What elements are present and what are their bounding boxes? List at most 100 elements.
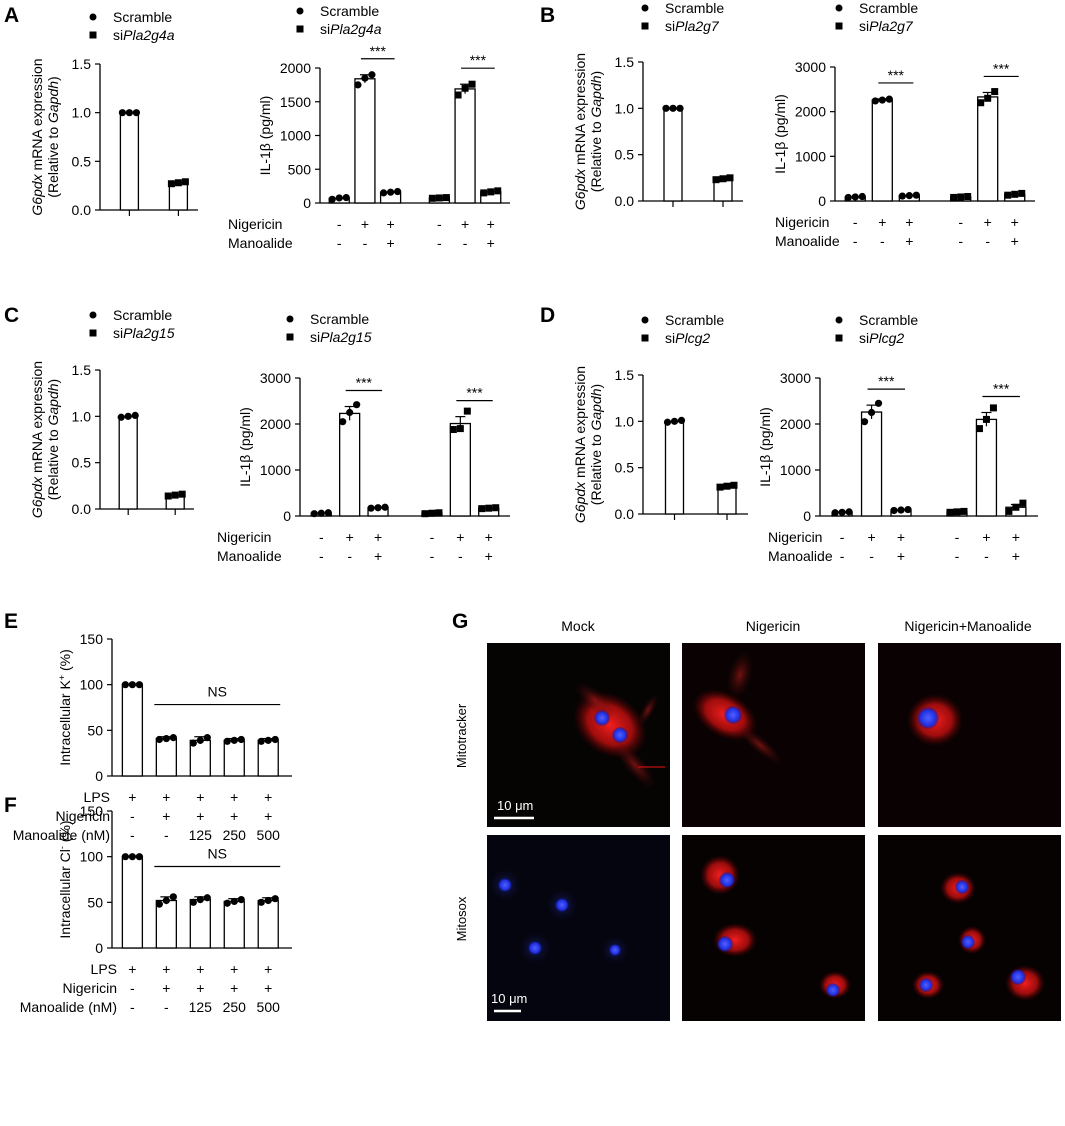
condition-sign: + xyxy=(162,789,170,805)
condition-sign: + xyxy=(162,980,170,996)
y-tick-label: 0.5 xyxy=(72,153,92,169)
y-tick-label: 2000 xyxy=(780,416,811,432)
data-point-circle xyxy=(257,898,265,906)
chart-d-il1b: 0 1000 2000 3000 IL-1β (pg/ml) - - + - + + - - + - + + Ni… xyxy=(757,370,1038,564)
legend-marker-square xyxy=(641,22,649,30)
row-label: Manoalide (nM) xyxy=(13,827,110,843)
micrograph-mitosox-nigericin xyxy=(682,835,865,1021)
data-point-square xyxy=(1019,499,1027,507)
panel-letter-b: B xyxy=(540,4,555,27)
y-tick-label: 1000 xyxy=(795,148,826,164)
data-point-circle xyxy=(257,737,265,745)
y-tick-label: 0 xyxy=(303,195,311,211)
panel-letter-c: C xyxy=(4,304,19,327)
data-point-circle xyxy=(317,509,325,517)
y-axis-label-line2: (Relative to Gapdh) xyxy=(588,384,604,505)
data-point-circle xyxy=(890,506,898,515)
data-point-circle xyxy=(135,853,143,861)
data-point-square xyxy=(468,80,476,88)
data-point-square xyxy=(950,193,958,201)
legend-label: Scramble xyxy=(665,0,724,16)
legend-a-mrna: Scramble siPla2g4a xyxy=(89,9,175,43)
row-label-manoalide: Manoalide xyxy=(228,235,293,251)
data-point-square xyxy=(435,194,443,202)
legend-b-mrna: Scramble siPla2g7 xyxy=(641,0,724,34)
data-point-square xyxy=(421,510,429,518)
row-label-mitotracker: Mitotracker xyxy=(454,703,469,768)
chart-d-mrna: 0.0 0.5 1.0 1.5 G6pdx mRNA expression (Relati… xyxy=(572,366,748,523)
condition-sign: + xyxy=(230,808,238,824)
legend-marker-circle xyxy=(89,13,97,21)
manoalide-sign: + xyxy=(905,233,913,249)
data-point-square xyxy=(442,194,450,202)
y-axis-label: G6pdx mRNA expression xyxy=(29,361,45,518)
data-point-square xyxy=(989,404,997,412)
data-point-square xyxy=(494,187,502,195)
data-point-circle xyxy=(905,192,913,200)
data-point-circle xyxy=(845,508,853,516)
y-tick-label: 1000 xyxy=(260,462,291,478)
legend-marker-circle xyxy=(835,316,843,324)
data-point-square xyxy=(485,504,493,512)
nigericin-sign: + xyxy=(867,529,875,545)
y-tick-label: 1.0 xyxy=(615,413,635,429)
manoalide-sign: - xyxy=(958,233,963,249)
data-point-square xyxy=(1011,190,1019,198)
data-point-circle xyxy=(871,97,879,105)
condition-sign: - xyxy=(130,827,135,843)
y-tick-label: 3000 xyxy=(795,59,826,75)
legend-marker-circle xyxy=(89,311,97,319)
nigericin-sign: + xyxy=(387,216,395,232)
legend-label: siPla2g15 xyxy=(310,329,372,345)
scale-bar-top: 10 μm xyxy=(494,798,534,820)
nigericin-sign: + xyxy=(984,214,992,230)
data-point-circle xyxy=(155,735,163,744)
legend-marker-square xyxy=(835,334,843,342)
row-label-nigericin: Nigericin xyxy=(228,216,282,232)
y-axis-label: IL-1β (pg/ml) xyxy=(237,407,253,487)
data-point-circle xyxy=(169,893,177,901)
condition-sign: + xyxy=(196,808,204,824)
condition-sign: 500 xyxy=(257,827,281,843)
data-point-square xyxy=(953,508,961,516)
significance-label: *** xyxy=(878,373,895,389)
condition-sign: 500 xyxy=(257,999,281,1015)
condition-sign: - xyxy=(130,980,135,996)
y-tick-label: 1.5 xyxy=(72,56,92,72)
data-point-square xyxy=(461,84,469,92)
manoalide-sign: - xyxy=(869,548,874,564)
data-point-square xyxy=(957,193,965,201)
condition-sign: + xyxy=(264,808,272,824)
data-point-circle xyxy=(169,734,177,742)
condition-sign: + xyxy=(128,961,136,977)
data-point-square xyxy=(977,99,985,107)
condition-sign: + xyxy=(230,961,238,977)
bar xyxy=(871,99,893,202)
row-label: LPS xyxy=(84,789,110,805)
nigericin-sign: + xyxy=(878,214,886,230)
data-point-square xyxy=(960,507,968,515)
data-point-circle xyxy=(335,194,343,202)
legend-marker-square xyxy=(89,31,97,39)
y-tick-label: 0 xyxy=(803,508,811,524)
data-point-circle xyxy=(844,193,852,202)
manoalide-sign: - xyxy=(853,233,858,249)
data-point-circle xyxy=(223,737,231,745)
bar-scramble xyxy=(664,420,685,515)
data-point-square xyxy=(1012,503,1020,511)
row-label: Manoalide (nM) xyxy=(20,999,117,1015)
chart-a-il1b: 0 500 1000 1500 2000 IL-1β (pg/ml) - - + - + + - - + - +… xyxy=(228,43,510,251)
data-point-circle xyxy=(677,416,686,425)
data-point-circle xyxy=(662,104,670,112)
legend-label: Scramble xyxy=(665,312,724,328)
data-point-square xyxy=(456,425,464,433)
scale-bar-bottom: 10 μm xyxy=(491,991,527,1013)
micrograph-mitotracker-mock xyxy=(487,643,670,827)
row-label-manoalide: Manoalide xyxy=(775,233,840,249)
row-label-mitosox: Mitosox xyxy=(454,896,469,941)
y-tick-label: 150 xyxy=(80,631,104,647)
legend-c-il1b: Scramble siPla2g15 xyxy=(286,311,372,345)
data-point-circle xyxy=(361,74,369,82)
nigericin-sign: - xyxy=(958,214,963,230)
nigericin-sign: - xyxy=(319,529,324,545)
